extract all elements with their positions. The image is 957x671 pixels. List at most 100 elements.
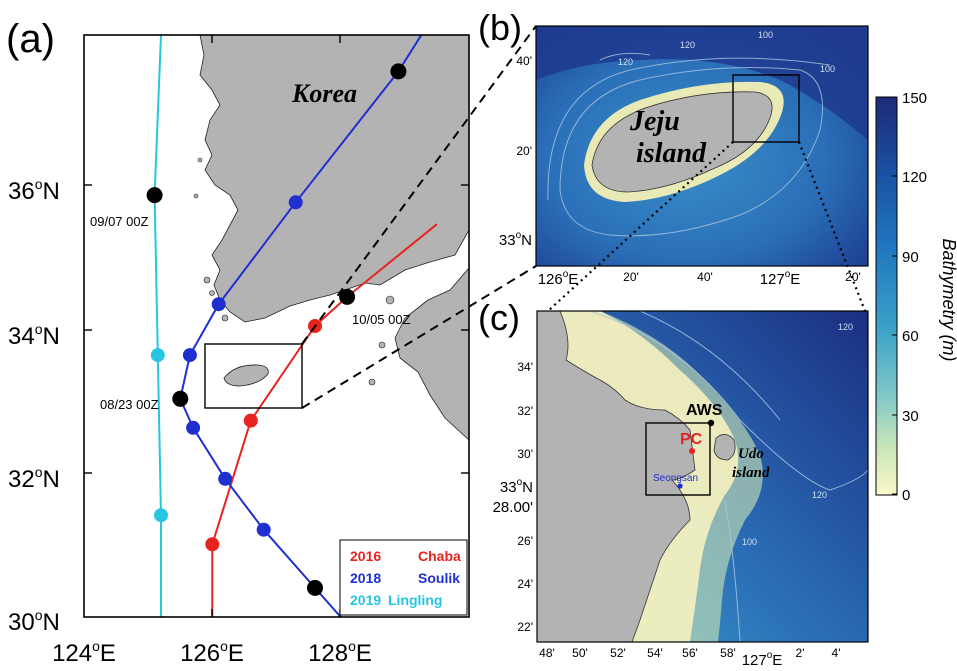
track-chaba [211,223,438,617]
contour-label-c3: 100 [742,537,757,547]
track-point-lingling [154,508,168,523]
ytick-c-26: 26' [517,534,533,548]
seongsan-label: Seongsan [653,473,698,484]
legend-name-lingling: Lingling [388,592,442,608]
ytick-b-40: 40' [516,54,532,68]
legend-name-chaba: Chaba [418,548,461,564]
inset-box-c [645,422,711,496]
annotation-soulik: 08/23 00Z [100,397,159,412]
xtick-b-20b: 20' [845,270,861,284]
annotation-lingling: 09/07 00Z [90,214,149,229]
udo-island [713,434,736,461]
track-point-soulik [256,522,271,537]
ytick-a-30: 30oN [8,607,60,636]
ytick-a-36: 36oN [8,176,60,205]
ytick-c-33: 33oN [500,477,533,496]
legend-year-lingling: 2019 [350,592,381,608]
inset-box-b [732,74,800,143]
track-time-marker [390,63,407,80]
track-point-soulik [182,348,197,363]
connector-lines [301,25,537,409]
cbar-tick-120: 120 [902,169,927,186]
track-time-marker [307,579,323,596]
xtick-c-50: 50' [572,646,588,660]
xtick-c-54: 54' [647,646,663,660]
track-point-chaba [243,413,258,428]
xtick-c-4: 4' [832,646,841,660]
connector-dotted [547,141,867,312]
contour-label-b1: 120 [618,57,633,67]
xtick-a-126: 126oE [180,638,244,667]
panel-b-label: (b) [478,7,522,48]
ytick-a-32: 32oN [8,464,60,493]
inset-box-a [204,343,303,409]
xtick-a-128: 128oE [308,638,372,667]
xtick-b-127: 127oE [760,269,801,288]
xtick-c-127: 127oE [742,650,783,669]
xtick-b-126: 126oE [538,269,579,288]
xtick-b-20a: 20' [623,270,639,284]
japan-landmass [394,267,469,441]
cbar-tick-30: 30 [902,408,919,425]
xtick-a-124: 124oE [52,638,116,667]
ytick-c-32: 32' [517,404,533,418]
contour-label-c1: 120 [838,322,853,332]
legend-name-soulik: Soulik [418,570,460,586]
jeju-island-a [223,364,269,387]
ytick-c-30: 30' [517,447,533,461]
cbar-tick-60: 60 [902,328,919,345]
track-point-lingling [150,348,165,363]
track-time-marker [172,390,189,407]
legend-year-chaba: 2016 [350,548,381,564]
ytick-b-20: 20' [516,144,532,158]
track-point-soulik [186,420,201,435]
colorbar: 150 120 90 60 30 0 Bathymetry (m) [875,90,957,504]
contour-label-b2: 120 [680,40,695,50]
ytick-c-28: 28.00' [493,499,534,516]
contour-label-b3: 100 [758,30,773,40]
ytick-c-24: 24' [517,577,533,591]
jeju-label-1: Jeju [629,106,680,137]
xtick-c-58: 58' [720,646,736,660]
xtick-c-48: 48' [539,646,555,660]
track-point-chaba [205,537,220,552]
aws-marker [707,419,715,427]
track-point-soulik [288,195,303,210]
xtick-b-40: 40' [697,270,713,284]
cbar-tick-0: 0 [902,487,910,504]
colorbar-label: Bathymetry (m) [939,238,957,361]
aws-label: AWS [686,402,723,419]
seongsan-marker [677,483,683,489]
xtick-c-2: 2' [796,646,805,660]
ytick-c-22: 22' [517,620,533,634]
korea-landmass [199,35,469,323]
annotation-chaba: 10/05 00Z [352,312,411,327]
korea-label: Korea [291,79,357,108]
track-point-soulik [218,471,233,486]
panel-b: (b) 120 120 100 100 Jeju island 40' [478,7,869,288]
cbar-tick-150: 150 [902,90,927,107]
track-time-marker [146,187,163,204]
contour-label-b4: 100 [820,64,835,74]
panel-a-label: (a) [6,17,55,61]
udo-label-1: Udo [738,446,764,462]
track-point-soulik [211,297,226,312]
ytick-a-34: 34oN [8,321,60,350]
pc-label: PC [680,431,703,448]
pc-marker [689,448,695,454]
jeju-island-b [591,91,773,193]
jeju-label-2: island [636,138,707,169]
panel-a: (a) [6,17,470,667]
contour-label-c2: 120 [812,490,827,500]
ytick-c-34: 34' [517,360,533,374]
legend-year-soulik: 2018 [350,570,381,586]
cbar-tick-90: 90 [902,249,919,266]
legend: 2016 Chaba 2018 Soulik 2019 Lingling [339,539,468,616]
ytick-b-33: 33oN [499,230,532,249]
panel-c-label: (c) [478,297,520,338]
track-time-marker [339,288,356,305]
panel-c: (c) 120 120 100 AWS PC [478,297,869,669]
xtick-c-56: 56' [682,646,698,660]
xtick-c-52: 52' [610,646,626,660]
